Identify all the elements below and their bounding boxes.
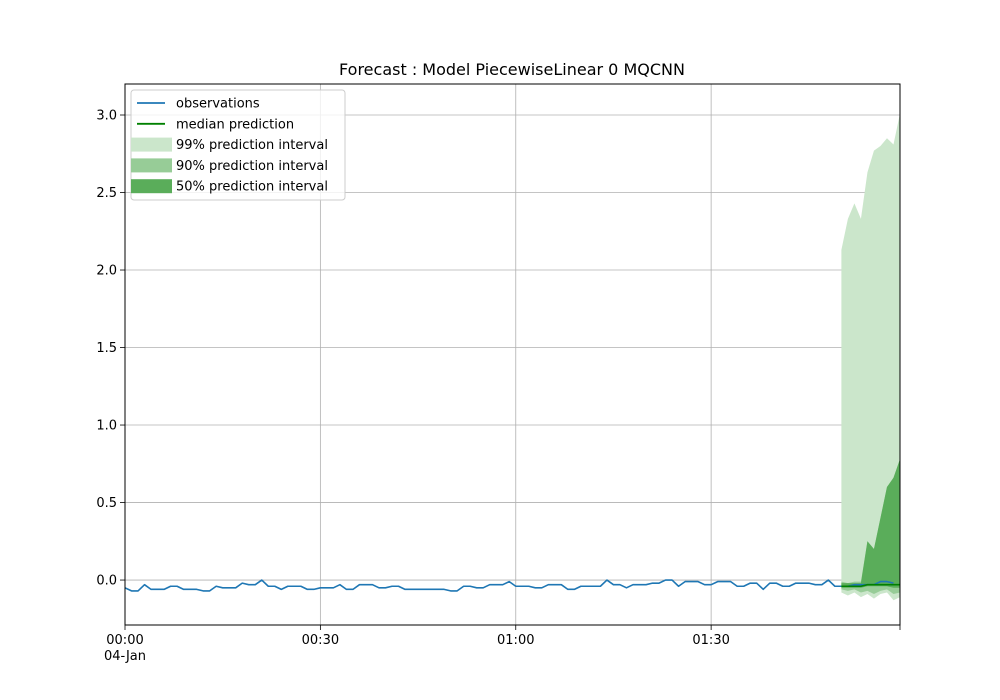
- legend-swatch-band: [131, 137, 172, 152]
- y-tick-label: 2.5: [96, 186, 117, 201]
- y-tick-label: 2.0: [96, 264, 117, 279]
- legend: observations median prediction 99% predict…: [130, 89, 346, 201]
- x-tick-label: 01:30: [692, 633, 729, 648]
- y-tick-label: 0.0: [96, 574, 117, 589]
- y-tick-label: 0.5: [96, 496, 117, 511]
- chart-title: Forecast : Model PiecewiseLinear 0 MQCNN: [339, 60, 685, 79]
- legend-label: observations: [176, 97, 260, 112]
- plot-frame: [124, 83, 901, 626]
- x-tick-sublabel: 04-Jan: [104, 649, 146, 664]
- median-prediction-line: [841, 583, 900, 588]
- y-tick-label: 1.5: [96, 341, 117, 356]
- x-tick-label: 00:30: [302, 633, 339, 648]
- prediction-interval-bands: [841, 113, 900, 601]
- prediction-band-99: [841, 113, 900, 601]
- legend-label: 99% prediction interval: [176, 138, 328, 153]
- prediction-band-50: [841, 459, 900, 588]
- observations-line: [124, 579, 894, 592]
- legend-swatch-band: [131, 179, 172, 194]
- y-tick-label: 1.0: [96, 419, 117, 434]
- legend-label: 50% prediction interval: [176, 180, 328, 195]
- series-lines: [124, 579, 900, 592]
- y-tick-label: 3.0: [96, 109, 117, 124]
- x-tick-label: 01:00: [497, 633, 534, 648]
- legend-swatch-band: [131, 158, 172, 173]
- x-tick-label: 00:00: [106, 633, 143, 648]
- legend-label: median prediction: [176, 117, 294, 132]
- grid-lines: [125, 84, 900, 625]
- legend-label: 90% prediction interval: [176, 159, 328, 174]
